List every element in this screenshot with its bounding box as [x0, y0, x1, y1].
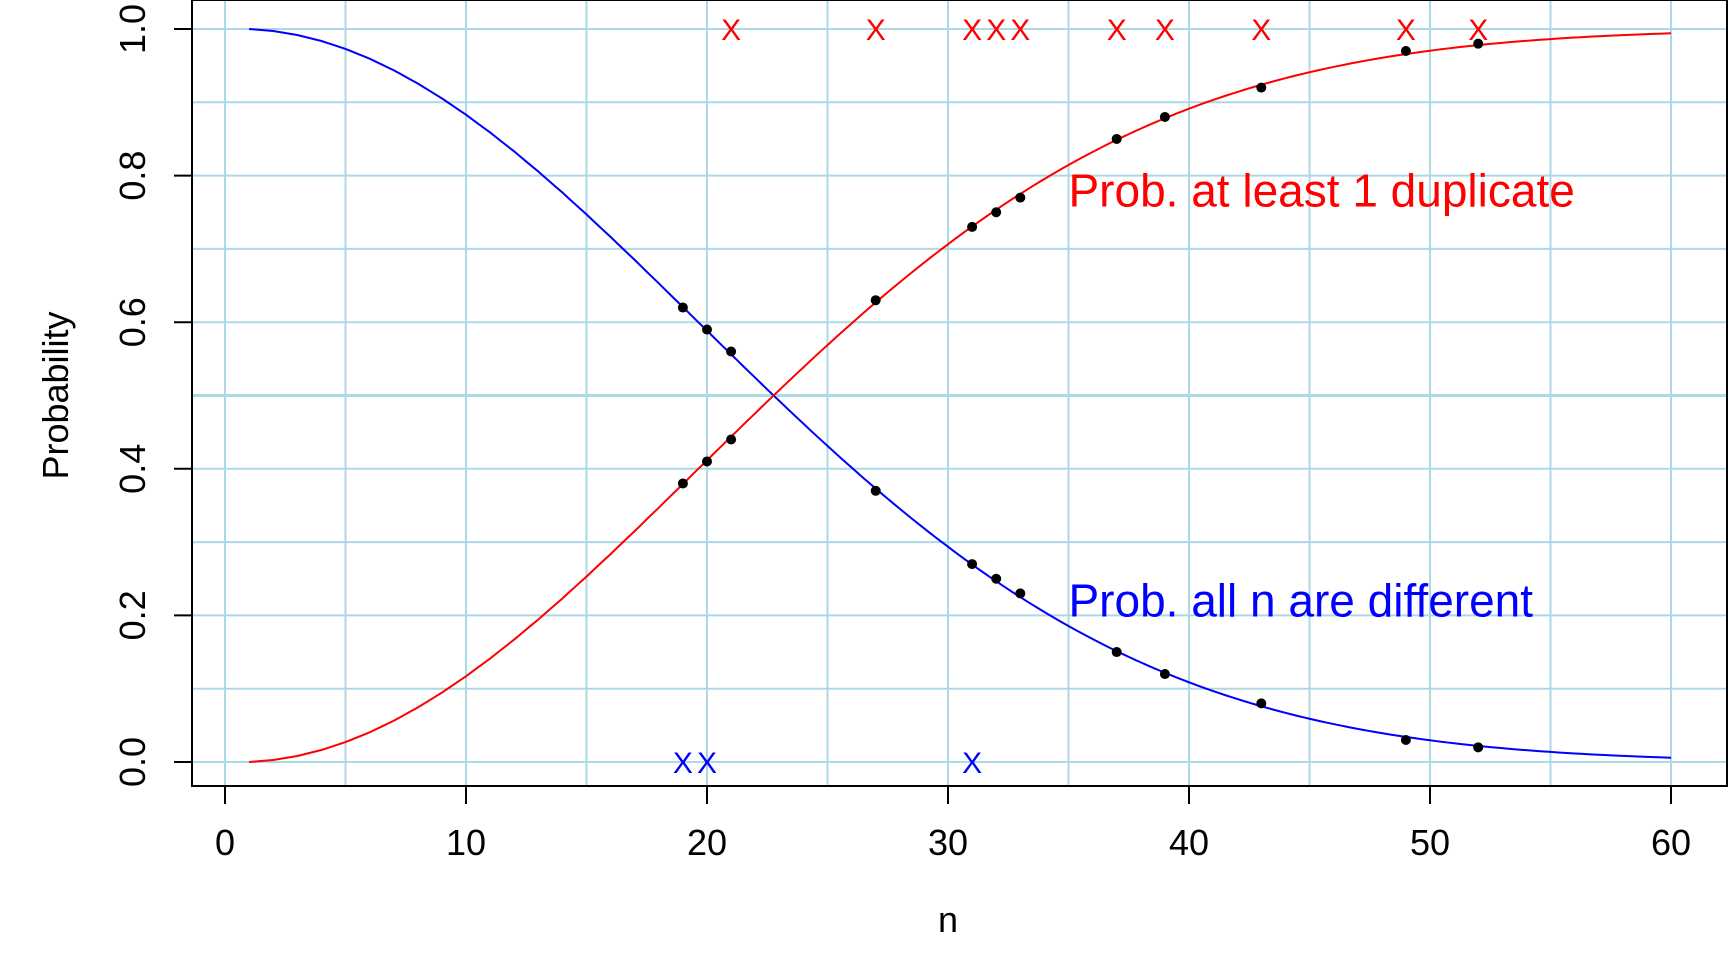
- point-at-least-one-duplicate: [726, 434, 737, 445]
- grid: [192, 0, 1727, 786]
- point-at-least-one-duplicate: [702, 456, 712, 467]
- x-axis-title: n: [938, 899, 958, 940]
- point-at-least-one-duplicate: [677, 478, 688, 489]
- point-all-different: [870, 485, 881, 496]
- x-mark-blue: X: [962, 747, 982, 780]
- x-tick-label: 0: [215, 822, 235, 863]
- point-at-least-one-duplicate: [1400, 45, 1411, 56]
- point-all-different: [702, 324, 712, 335]
- point-all-different: [726, 346, 737, 357]
- point-at-least-one-duplicate: [1473, 38, 1484, 49]
- y-tick-label: 0.0: [112, 737, 153, 787]
- curve-at-least-one-duplicate: [249, 32, 1672, 763]
- x-tick-label: 20: [687, 822, 727, 863]
- point-at-least-one-duplicate: [967, 221, 978, 232]
- y-axis: 0.0 0.2 0.4 0.6 0.8 1.0: [112, 4, 193, 787]
- x-tick-label: 30: [928, 822, 968, 863]
- point-all-different: [1473, 742, 1484, 753]
- point-at-least-one-duplicate: [870, 295, 881, 306]
- y-tick-label: 0.4: [112, 444, 153, 494]
- x-mark-red: X: [1468, 14, 1488, 47]
- plot-frame: [191, 0, 1728, 787]
- point-all-different: [991, 573, 1002, 584]
- point-all-different: [1256, 698, 1267, 709]
- point-at-least-one-duplicate: [1111, 133, 1122, 144]
- annotation-all-different: Prob. all n are different: [1069, 575, 1534, 627]
- y-tick-label: 0.8: [112, 151, 153, 201]
- y-tick-label: 0.6: [112, 297, 153, 347]
- x-mark-red: X: [1251, 14, 1271, 47]
- y-axis-title: Probability: [35, 311, 76, 479]
- annotations: Prob. at least 1 duplicate Prob. all n ar…: [1069, 164, 1575, 626]
- y-tick-label: 0.2: [112, 590, 153, 640]
- x-mark-red: X: [1155, 14, 1175, 47]
- x-mark-red: X: [1010, 14, 1030, 47]
- y-tick-label: 1.0: [112, 4, 153, 54]
- x-mark-blue: X: [673, 747, 693, 780]
- x-mark-red: X: [721, 14, 741, 47]
- point-all-different: [1159, 669, 1170, 680]
- x-marks: X X X X X X X X X XX X X: [673, 14, 1488, 780]
- point-all-different: [1015, 588, 1026, 599]
- x-mark-red: X: [962, 14, 982, 47]
- x-tick-label: 40: [1169, 822, 1209, 863]
- x-tick-label: 10: [446, 822, 486, 863]
- point-at-least-one-duplicate: [1159, 111, 1170, 122]
- point-all-different: [677, 302, 688, 313]
- point-at-least-one-duplicate: [1015, 192, 1026, 203]
- x-axis: 0 10 20 30 40 50 60: [215, 785, 1691, 863]
- x-mark-red: X: [866, 14, 886, 47]
- point-at-least-one-duplicate: [991, 207, 1002, 218]
- x-mark-red: X: [986, 14, 1006, 47]
- sample-points: [677, 38, 1484, 753]
- x-mark-blue: X: [697, 747, 717, 780]
- curves: [249, 28, 1672, 763]
- x-mark-red: X: [1107, 14, 1127, 47]
- point-at-least-one-duplicate: [1256, 82, 1267, 93]
- x-tick-label: 50: [1410, 822, 1450, 863]
- point-all-different: [1400, 735, 1411, 746]
- point-all-different: [1111, 647, 1122, 658]
- x-tick-label: 60: [1651, 822, 1691, 863]
- x-mark-red: X: [1396, 14, 1416, 47]
- point-all-different: [967, 559, 978, 570]
- curve-all-different: [249, 28, 1672, 759]
- annotation-duplicate: Prob. at least 1 duplicate: [1069, 164, 1575, 216]
